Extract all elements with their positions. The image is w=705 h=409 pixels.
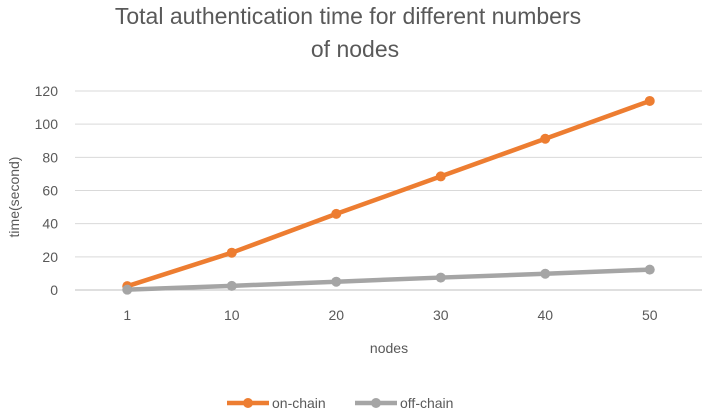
data-point (540, 133, 551, 144)
y-tick-label: 20 (42, 249, 58, 265)
y-tick-label: 60 (42, 183, 58, 199)
x-tick-label: 40 (537, 307, 553, 323)
x-tick-label: 1 (123, 307, 131, 323)
x-tick-label: 50 (642, 307, 658, 323)
series (122, 95, 655, 295)
legend-item-on-chain: on-chain (227, 395, 326, 409)
gridlines (75, 90, 702, 291)
legend-label: off-chain (400, 395, 453, 409)
x-axis-label: nodes (370, 340, 408, 356)
data-point (331, 276, 342, 287)
series-line (125, 98, 652, 289)
series-on-chain (122, 95, 655, 292)
y-tick-label: 80 (42, 149, 58, 165)
y-tick-label: 40 (42, 216, 58, 232)
data-point (644, 264, 655, 275)
y-axis-ticks: 0 20 40 60 80 100 120 (35, 83, 59, 298)
y-tick-label: 100 (35, 116, 59, 132)
y-tick-label: 0 (50, 282, 58, 298)
y-tick-label: 120 (35, 83, 59, 99)
x-tick-label: 10 (224, 307, 240, 323)
data-point (435, 171, 446, 182)
data-point (226, 280, 237, 291)
data-point (644, 95, 655, 106)
data-point (122, 284, 133, 295)
legend-item-off-chain: off-chain (355, 395, 453, 409)
legend: on-chain off-chain (227, 395, 453, 409)
legend-swatch-marker (243, 398, 253, 408)
legend-label: on-chain (272, 395, 326, 409)
chart-title-line-1: Total authentication time for different … (115, 3, 581, 29)
y-axis-label: time(second) (6, 157, 22, 238)
data-point (540, 268, 551, 279)
data-point (435, 272, 446, 283)
series-line (125, 267, 652, 292)
x-tick-label: 20 (328, 307, 344, 323)
x-axis-ticks: 1 10 20 30 40 50 (123, 307, 657, 323)
series-off-chain (122, 264, 655, 295)
x-tick-label: 30 (433, 307, 449, 323)
legend-swatch-marker (371, 398, 381, 408)
chart-title: Total authentication time for different … (115, 3, 581, 62)
chart-title-line-2: of nodes (311, 36, 399, 62)
data-point (226, 247, 237, 258)
data-point (331, 208, 342, 219)
